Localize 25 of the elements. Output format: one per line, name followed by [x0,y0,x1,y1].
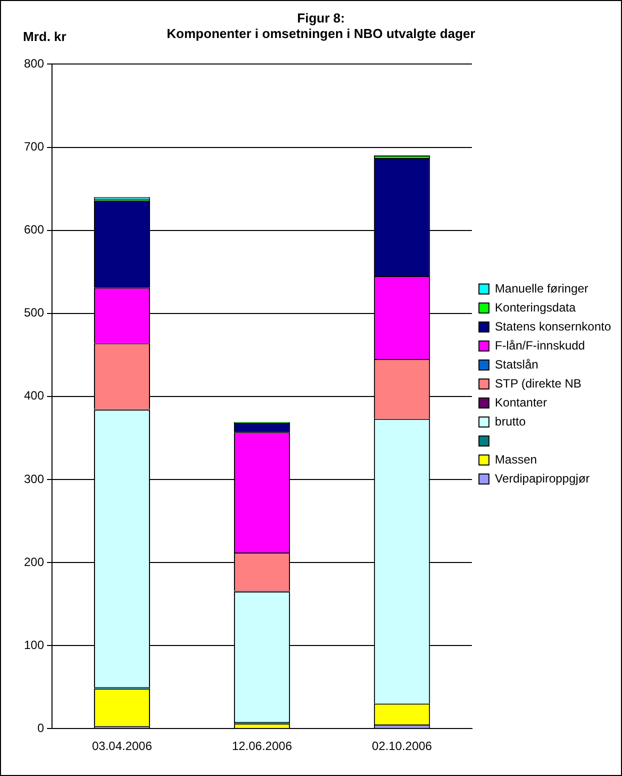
legend-label: Verdipapiroppgjør [494,471,590,486]
y-tick-label: 300 [24,472,44,486]
chart-subtitle: Komponenter i omsetningen i NBO utvalgte dager [166,26,476,41]
y-tick-label: 700 [24,140,44,154]
legend-label: Manuelle føringer [494,281,588,296]
legend-label: STP (direkte NB [494,376,582,390]
x-tick-label: 02.10.2006 [372,739,432,754]
y-tick-label: 500 [24,306,44,320]
y-tick-label: 600 [24,222,44,237]
legend-label: Massen [494,452,537,466]
legend-label: F-lån/F-innskudd [494,338,585,352]
y-tick-label: 0 [37,720,44,735]
chart-title: Figur 8: [297,10,345,26]
x-tick-label: 03.04.2006 [92,739,152,754]
legend-label: Statslån [494,357,538,372]
legend-label: brutto [494,414,526,428]
legend-label: Statens konsernkonto [494,319,612,334]
x-tick-label: 12.06.2006 [232,739,292,754]
legend-label: Kontanter [494,395,547,410]
y-tick-label: 800 [24,56,44,71]
y-axis-title: Mrd. kr [23,29,66,44]
y-tick-label: 400 [24,388,44,403]
y-tick-label: 200 [24,554,44,569]
y-tick-label: 100 [24,638,44,652]
legend-label: Konteringsdata [494,300,576,314]
